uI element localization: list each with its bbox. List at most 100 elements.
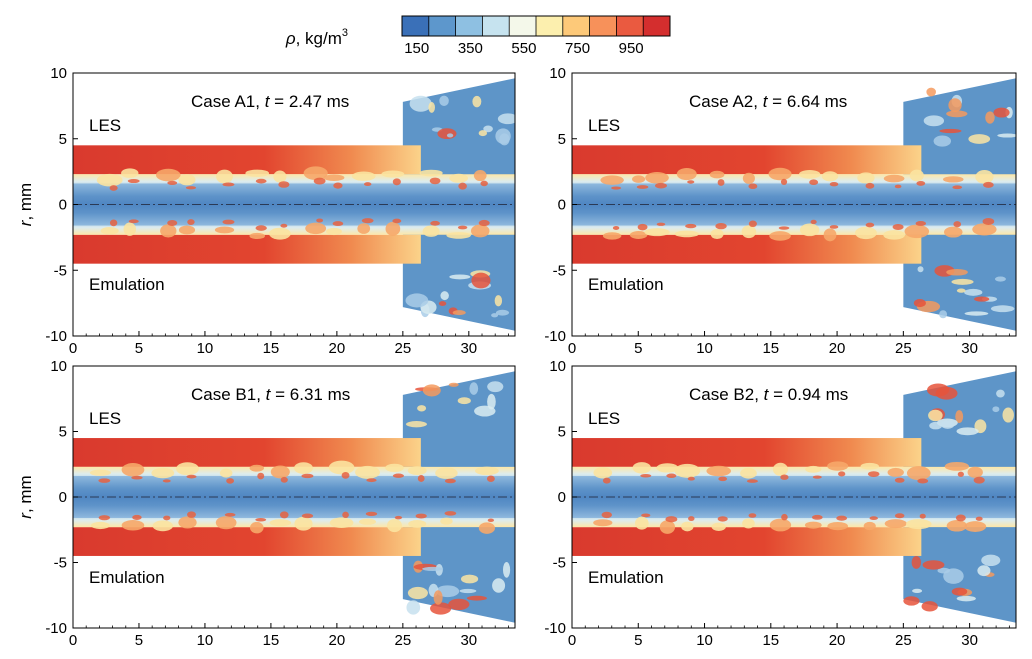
shear-vortex	[407, 466, 427, 476]
y-tick-label: -5	[54, 555, 67, 572]
shear-vortex	[121, 463, 145, 477]
shear-vortex	[269, 519, 292, 527]
shear-vortex-core	[640, 473, 652, 478]
colorbar-tick-label: 750	[565, 40, 590, 57]
y-axis-units: , mm	[16, 183, 35, 221]
chamber-eddy	[466, 595, 487, 601]
y-tick-label: 10	[50, 65, 67, 82]
les-label: LES	[89, 116, 121, 135]
hot-layer-bottom	[73, 527, 421, 556]
shear-vortex-core	[163, 515, 171, 521]
shear-vortex	[151, 467, 175, 479]
x-tick-label: 10	[197, 632, 214, 649]
shear-vortex	[408, 519, 427, 528]
shear-vortex-core	[313, 177, 326, 185]
density-field	[572, 371, 1016, 623]
shear-vortex-core	[983, 181, 994, 188]
chamber-eddy	[439, 95, 449, 107]
chamber-eddy	[497, 113, 515, 125]
shear-vortex	[884, 519, 907, 529]
chamber-eddy	[472, 95, 482, 108]
chamber-eddy	[407, 586, 428, 600]
chamber-eddy	[939, 128, 962, 134]
shear-vortex-core	[975, 516, 983, 521]
shear-vortex-core	[915, 221, 927, 226]
chamber-eddy	[449, 274, 471, 280]
shear-vortex	[634, 516, 649, 530]
shear-vortex	[632, 462, 652, 474]
y-tick-label: 5	[59, 131, 67, 148]
colorbar-cell	[536, 16, 564, 36]
shear-vortex	[821, 171, 839, 182]
chamber-eddy	[929, 421, 943, 430]
chamber-eddy	[921, 601, 938, 612]
shear-vortex-core	[257, 472, 265, 480]
y-tick-label: 0	[59, 197, 67, 214]
shear-vortex-core	[487, 518, 495, 523]
shear-vortex-core	[185, 186, 197, 190]
shear-vortex-core	[255, 225, 267, 231]
chamber-eddy	[474, 405, 496, 417]
chamber-eddy	[437, 128, 457, 140]
x-tick-label: 5	[135, 340, 143, 357]
shear-vortex-core	[280, 223, 288, 228]
shear-vortex	[178, 516, 197, 529]
shear-vortex-core	[486, 475, 495, 482]
shear-vortex	[249, 464, 265, 472]
chamber-eddy	[956, 288, 966, 293]
panel-title: Case A2, t = 6.64 ms	[689, 92, 847, 111]
y-tick-label: 10	[549, 65, 566, 82]
shear-vortex	[178, 225, 196, 235]
chamber-eddy	[478, 130, 488, 137]
chamber-eddy	[912, 588, 923, 593]
chamber-eddy	[923, 115, 945, 127]
shear-vortex-core	[342, 511, 349, 519]
shear-vortex	[449, 173, 468, 183]
chamber-eddy	[487, 381, 504, 393]
shear-vortex-core	[636, 185, 649, 189]
shear-vortex-core	[666, 473, 677, 478]
shear-vortex	[176, 462, 199, 476]
colorbar-cell	[482, 16, 510, 36]
shear-vortex-core	[894, 184, 902, 189]
shear-vortex	[681, 521, 694, 532]
shear-vortex-core	[186, 474, 197, 479]
shear-vortex	[351, 171, 376, 181]
x-tick-label: 5	[634, 340, 642, 357]
chamber-eddy	[446, 133, 454, 138]
shear-vortex-core	[255, 518, 267, 522]
shear-vortex-core	[366, 478, 377, 483]
chamber-eddy	[946, 268, 968, 276]
density-field	[572, 78, 1016, 331]
time-value: = 6.31 ms	[270, 385, 350, 404]
shear-vortex-core	[361, 218, 374, 224]
x-tick-label: 20	[329, 632, 346, 649]
shear-vortex-core	[109, 185, 118, 191]
chamber-eddy	[994, 276, 1006, 282]
chamber-eddy	[964, 311, 989, 316]
shear-vortex	[473, 170, 487, 182]
shear-vortex	[215, 516, 237, 530]
colorbar: ρ, kg/m3 150 350 550 750 950	[285, 15, 671, 57]
chamber-eddy	[448, 598, 470, 611]
y-tick-label: -10	[45, 620, 67, 637]
shear-vortex-core	[458, 182, 467, 190]
shear-vortex	[674, 230, 699, 238]
chamber-eddy	[997, 133, 1016, 138]
chamber-eddy	[405, 421, 427, 428]
x-tick-label: 15	[762, 340, 779, 357]
chamber-eddy	[955, 410, 964, 423]
shear-vortex-core	[255, 178, 267, 184]
hot-layer-bottom	[572, 234, 922, 264]
shear-vortex	[676, 168, 697, 181]
shear-vortex-core	[718, 476, 728, 482]
colorbar-label: ρ, kg/m3	[285, 27, 348, 48]
shear-vortex-core	[364, 182, 372, 187]
shear-vortex-core	[894, 513, 905, 519]
chamber-eddy	[406, 600, 421, 615]
shear-vortex	[805, 465, 822, 473]
shear-vortex	[294, 516, 313, 531]
chamber-eddy	[471, 272, 491, 289]
panel-title: Case B1, t = 6.31 ms	[191, 385, 350, 404]
chamber-eddy	[405, 293, 429, 308]
